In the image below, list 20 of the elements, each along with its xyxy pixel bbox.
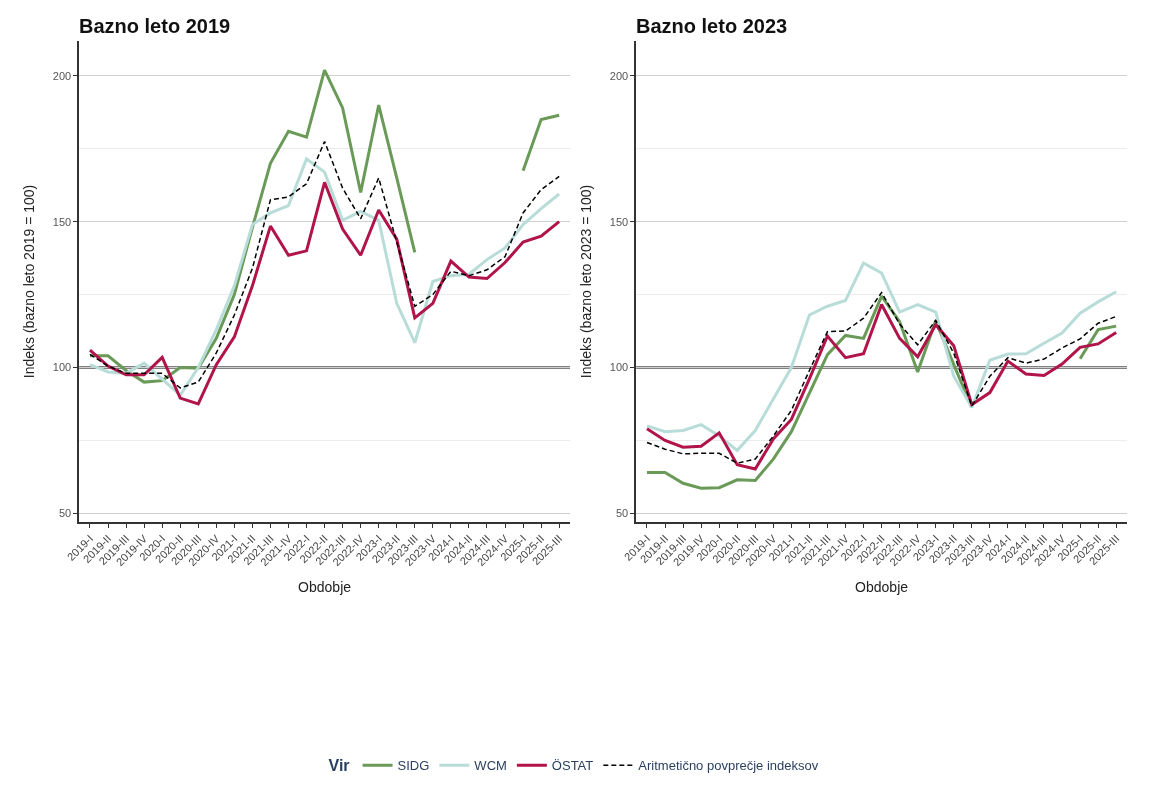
y-tick-label: 200 [52,69,72,82]
x-axis-title: Obdobje [298,578,352,595]
y-tick-label: 150 [52,215,72,228]
legend-label: SIDG [397,758,430,774]
y-axis-title: Indeks (bazno leto 2023 = 100) [577,184,594,379]
y-tick-label: 50 [615,507,629,520]
line-series [645,261,1118,452]
y-tick-label: 50 [58,507,72,520]
legend-title: Vir [328,757,350,775]
x-axis-title: Obdobje [855,578,909,595]
y-tick-label: 150 [609,215,629,228]
chart-title: Bazno leto 2019 [79,15,231,37]
legend-label: WCM [474,758,507,774]
legend-label: ÖSTAT [551,758,594,774]
y-tick-label: 200 [609,69,629,82]
y-axis-title: Indeks (bazno leto 2019 = 100) [20,184,37,379]
y-tick-label: 100 [609,361,629,374]
legend-label: Aritmetično povprečje indeksov [638,758,819,774]
chart-title: Bazno leto 2023 [636,15,788,37]
y-tick-label: 100 [52,361,72,374]
